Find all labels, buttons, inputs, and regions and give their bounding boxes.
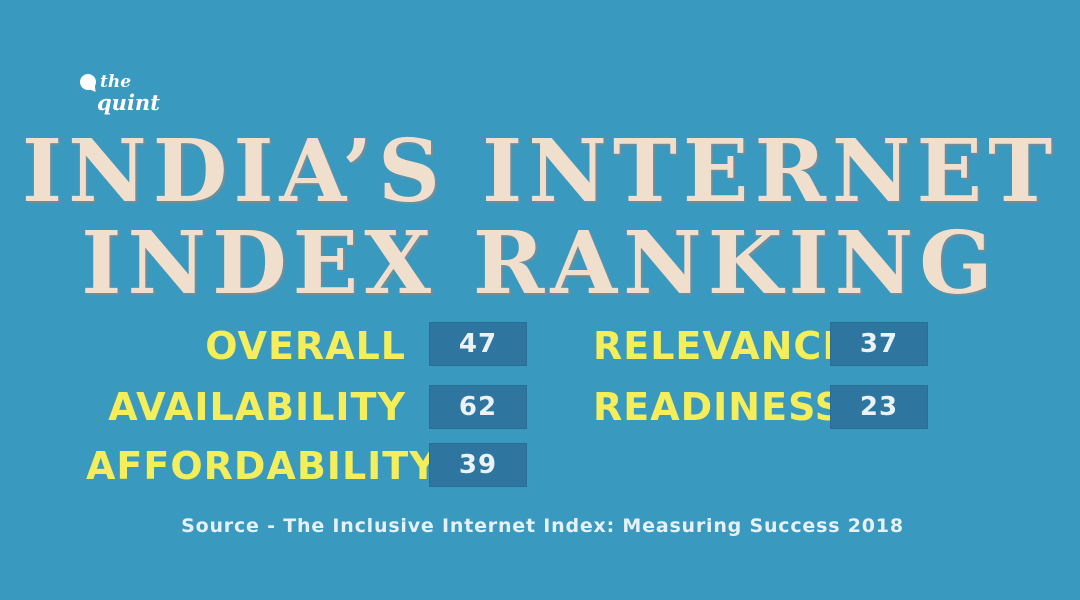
overall-label: OVERALL [205,324,406,368]
overall-value: 47 [429,322,527,366]
relevance-label: RELEVANCE [593,324,850,368]
source-caption: Source - The Inclusive Internet Index: M… [181,515,904,537]
availability-value: 62 [429,385,527,429]
brand-logo: the quint [80,72,170,122]
availability-label: AVAILABILITY [108,385,406,429]
speech-bubble-icon [80,74,96,90]
affordability-label: AFFORDABILITY [86,444,438,488]
readiness-label: READINESS [593,385,844,429]
affordability-value: 39 [429,443,527,487]
page-title-line-1: INDIA’S INTERNET [21,121,1059,222]
readiness-value: 23 [830,385,928,429]
relevance-value: 37 [830,322,928,366]
logo-text-the: the [100,72,132,92]
page-title-line-2: INDEX RANKING [81,213,999,314]
logo-text-quint: quint [97,90,160,115]
